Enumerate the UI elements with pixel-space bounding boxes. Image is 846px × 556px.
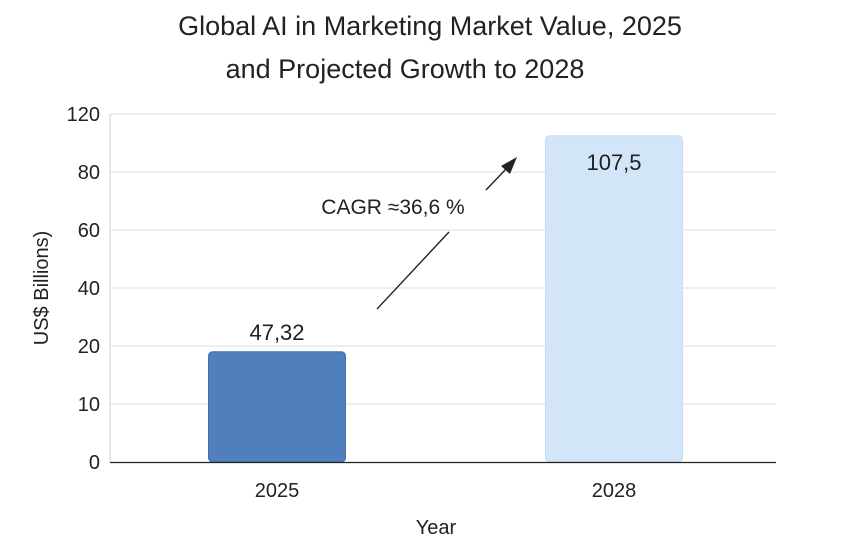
y-tick-label: 120 [67,104,100,126]
bar-2025 [208,351,346,463]
bars: 47,32 107,5 [208,135,683,463]
y-axis-label: US$ Billions) [31,231,53,345]
y-tick-label: 60 [78,220,100,242]
y-tick-label: 0 [89,452,100,474]
y-tick-label: 10 [78,394,100,416]
arrow-line-lower [376,231,450,310]
chart-title-line-1: Global AI in Marketing Market Value, 202… [178,11,682,41]
y-tick-label: 40 [78,278,100,300]
arrow-head-icon [501,157,517,174]
cagr-label: CAGR ≈36,6 % [321,196,464,219]
data-label: 107,5 [586,150,641,175]
x-axis-label: Year [416,517,457,539]
x-tick-label: 2025 [255,480,300,502]
arrow-line-upper [485,167,508,191]
y-tick-label: 80 [78,162,100,184]
cagr-annotation: CAGR ≈36,6 % [321,157,517,310]
y-axis-ticks: 0 10 20 40 60 80 120 [67,104,100,474]
x-tick-label: 2028 [592,480,637,502]
bar-2028 [545,135,683,463]
data-label: 47,32 [249,320,304,345]
chart-title-line-2: and Projected Growth to 2028 [226,54,585,84]
x-axis-ticks: 2025 2028 [255,480,637,502]
y-tick-label: 20 [78,336,100,358]
